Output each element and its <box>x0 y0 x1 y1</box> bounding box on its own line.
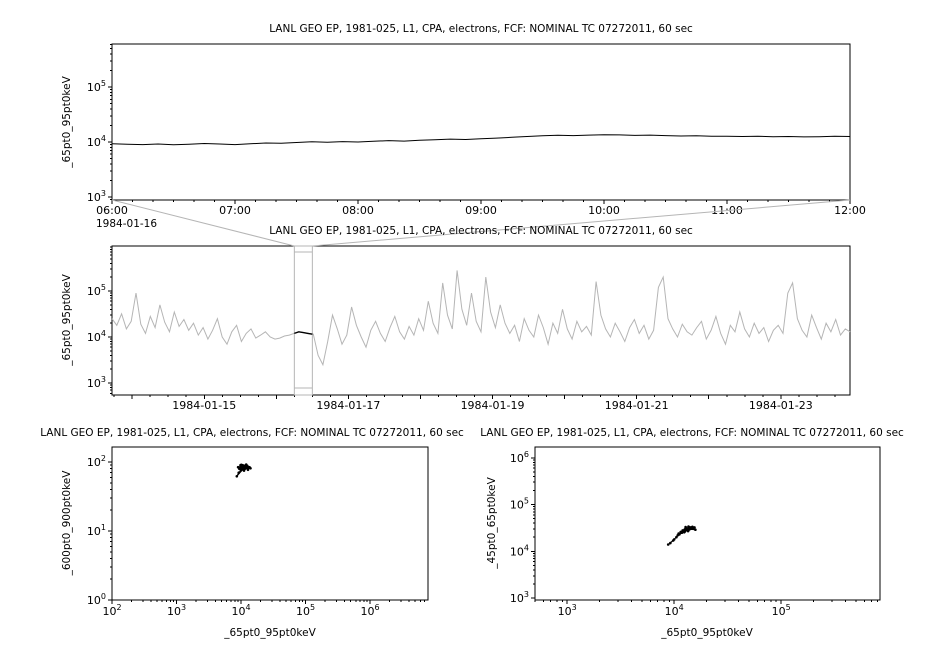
highlighted-selection-series <box>294 331 313 335</box>
selection-rect[interactable] <box>293 245 313 396</box>
tick-label: 105 <box>87 283 106 298</box>
tick-label: 103 <box>87 189 106 204</box>
data-point <box>687 525 690 528</box>
tick-label: 07:00 <box>219 204 251 217</box>
plot-frame[interactable] <box>111 245 851 396</box>
data-point <box>669 541 672 545</box>
tick-label: 104 <box>231 603 250 618</box>
data-point <box>235 475 239 478</box>
tick-label: 101 <box>87 523 106 538</box>
time-range-selection-box[interactable] <box>111 199 851 396</box>
tick-label: 08:00 <box>342 204 374 217</box>
tick-label: 1984-01-21 <box>605 399 669 412</box>
data-point <box>239 468 243 471</box>
plot-frame[interactable] <box>111 446 429 601</box>
connector-line-left <box>111 199 295 247</box>
tick-label: 106 <box>361 603 380 618</box>
data-point <box>246 468 250 472</box>
data-point <box>675 535 678 539</box>
panel-top-title: LANL GEO EP, 1981-025, L1, CPA, electron… <box>269 23 693 35</box>
tick-label: 1984-01-23 <box>749 399 813 412</box>
panel-scatter-600-900[interactable]: 102 103 104 105 106 100 101 102 <box>87 446 429 618</box>
panel-scatter2-xlabel[interactable]: _65pt0_95pt0keV <box>661 627 753 639</box>
plot-frame[interactable] <box>534 446 881 601</box>
tick-label: 103 <box>558 603 577 618</box>
tick-label: 1984-01-17 <box>316 399 380 412</box>
series-electron-flux-65-95keV <box>111 134 851 146</box>
tick-label: 104 <box>87 329 106 344</box>
tick-label: 102 <box>87 454 106 469</box>
data-point <box>694 528 697 531</box>
tick-label: 105 <box>510 497 529 512</box>
tick-label: 105 <box>87 79 106 94</box>
data-point <box>246 466 249 469</box>
data-point <box>241 463 244 467</box>
panel-overview-title: LANL GEO EP, 1981-025, L1, CPA, electron… <box>269 225 693 237</box>
data-point <box>682 531 686 534</box>
panel-scatter1-xlabel[interactable]: _65pt0_95pt0keV <box>224 627 316 639</box>
connector-line-right <box>312 199 851 247</box>
data-point <box>666 543 670 546</box>
series-electron-flux-overview <box>111 270 851 367</box>
tick-label: 105 <box>296 603 315 618</box>
data-point <box>689 526 692 530</box>
context-date-label: 1984-01-16 <box>96 218 158 230</box>
tick-label: 105 <box>772 603 791 618</box>
data-point <box>691 525 694 529</box>
data-point <box>686 529 690 532</box>
panel-overview-ylabel[interactable]: _65pt0_95pt0keV <box>61 274 73 366</box>
tick-label: 104 <box>87 134 106 149</box>
tick-label: 10:00 <box>588 204 620 217</box>
panel-top-ylabel[interactable]: _65pt0_95pt0keV <box>61 76 73 168</box>
panel-scatter1-title: LANL GEO EP, 1981-025, L1, CPA, electron… <box>40 427 464 439</box>
data-point <box>237 471 240 475</box>
panel-scatter1-ylabel[interactable]: _600pt0_900pt0keV <box>61 470 73 576</box>
panel-scatter-45-65[interactable]: 103 104 105 103 104 105 106 <box>510 446 881 618</box>
data-point <box>693 526 696 529</box>
plot-frame[interactable] <box>111 43 851 201</box>
tick-label: 102 <box>102 603 121 618</box>
panel-context-overview[interactable]: 1984-01-15 1984-01-17 1984-01-19 1984-01-21… <box>87 245 851 412</box>
tick-label: 09:00 <box>465 204 497 217</box>
data-point <box>677 532 680 535</box>
panel-top-timeseries[interactable]: 06:0007:0008:0009:0010:0011:0012:0010310… <box>87 43 866 217</box>
tick-label: 106 <box>510 450 529 465</box>
tick-label: 103 <box>510 590 529 605</box>
tick-label: 104 <box>665 603 684 618</box>
panel-scatter2-title: LANL GEO EP, 1981-025, L1, CPA, electron… <box>480 427 904 439</box>
tick-label: 12:00 <box>834 204 866 217</box>
tick-label: 103 <box>87 375 106 390</box>
data-point <box>242 466 245 470</box>
panel-scatter2-ylabel[interactable]: _45pt0_65pt0keV <box>486 477 498 569</box>
data-point <box>672 538 676 541</box>
tick-label: 06:00 <box>96 204 128 217</box>
tick-label: 100 <box>87 592 106 607</box>
tick-label: 104 <box>510 543 529 558</box>
tick-label: 1984-01-15 <box>172 399 236 412</box>
data-point <box>242 469 246 472</box>
data-point <box>680 531 684 534</box>
tick-label: 103 <box>167 603 186 618</box>
data-point <box>684 527 688 531</box>
tick-label: 1984-01-19 <box>461 399 525 412</box>
